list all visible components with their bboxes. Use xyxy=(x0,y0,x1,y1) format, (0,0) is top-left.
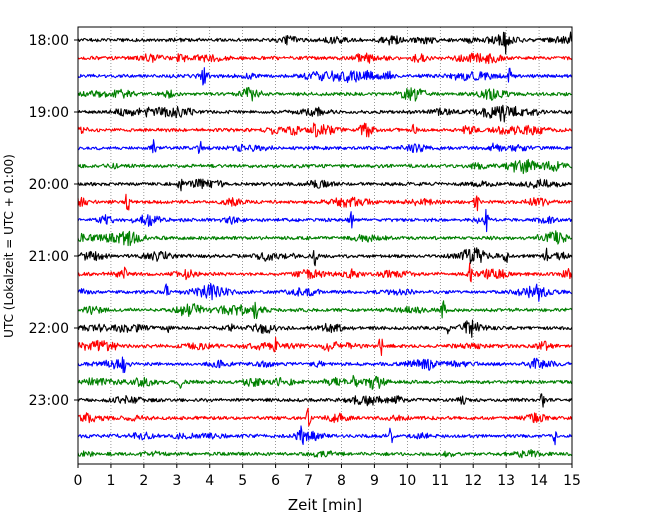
trace-2300 xyxy=(77,393,573,408)
x-tick-label: 4 xyxy=(205,473,214,489)
x-tick-label: 0 xyxy=(74,473,83,489)
trace-2245 xyxy=(77,374,573,390)
trace-1930 xyxy=(77,139,573,154)
trace-group xyxy=(77,31,573,459)
x-tick-label: 11 xyxy=(431,473,449,489)
trace-1830 xyxy=(77,67,573,86)
y-tick-label: 23:00 xyxy=(29,393,69,409)
trace-2000 xyxy=(77,178,573,192)
trace-2130 xyxy=(77,282,573,302)
x-tick-label: 2 xyxy=(139,473,148,489)
trace-2330 xyxy=(77,425,573,446)
x-tick-label: 12 xyxy=(464,473,482,489)
x-tick-label: 7 xyxy=(304,473,313,489)
trace-1815 xyxy=(77,52,573,65)
x-tick-label: 15 xyxy=(563,473,581,489)
x-tick-label: 1 xyxy=(106,473,115,489)
x-tick-label: 10 xyxy=(398,473,416,489)
grid-lines xyxy=(110,27,540,464)
plot-frame xyxy=(77,26,573,465)
y-tick-label: 22:00 xyxy=(29,321,69,337)
x-tick-label: 6 xyxy=(271,473,280,489)
trace-2045 xyxy=(77,230,573,247)
trace-1945 xyxy=(77,158,573,175)
x-axis: 0 1 2 3 4 5 6 7 8 9 10 11 12 13 14 15 xyxy=(74,464,581,489)
trace-2030 xyxy=(77,208,573,233)
y-tick-label: 19:00 xyxy=(29,105,69,121)
y-axis: 18:00 19:00 20:00 21:00 22:00 23:00 xyxy=(29,33,78,409)
trace-1800 xyxy=(77,31,573,55)
y-tick-label: 21:00 xyxy=(29,249,69,265)
x-axis-label: Zeit [min] xyxy=(288,496,362,514)
trace-2230 xyxy=(77,356,573,374)
x-tick-label: 9 xyxy=(370,473,379,489)
trace-1900 xyxy=(77,104,573,123)
x-tick-label: 5 xyxy=(238,473,247,489)
x-tick-label: 8 xyxy=(337,473,346,489)
trace-2015 xyxy=(77,193,573,212)
x-tick-label: 14 xyxy=(530,473,548,489)
trace-2115 xyxy=(77,262,573,283)
trace-1845 xyxy=(77,86,573,102)
trace-2215 xyxy=(77,336,573,357)
trace-2100 xyxy=(77,247,573,267)
y-axis-label: UTC (Lokalzeit = UTC + 01:00) xyxy=(2,154,16,338)
x-tick-label: 3 xyxy=(172,473,181,489)
trace-2345 xyxy=(77,448,573,459)
trace-2145 xyxy=(77,300,573,320)
y-tick-label: 18:00 xyxy=(29,33,69,49)
y-tick-label: 20:00 xyxy=(29,177,69,193)
trace-2200 xyxy=(77,319,573,338)
x-tick-label: 13 xyxy=(497,473,515,489)
trace-1915 xyxy=(77,122,573,138)
trace-2315 xyxy=(77,407,573,427)
